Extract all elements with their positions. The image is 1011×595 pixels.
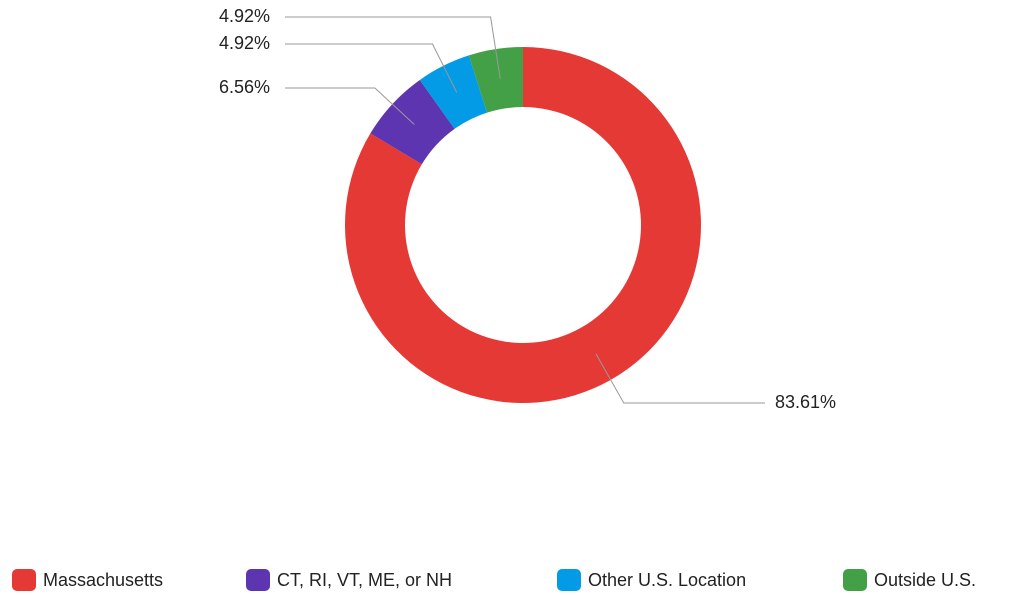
- legend-label: Other U.S. Location: [588, 570, 746, 590]
- legend-label: Massachusetts: [43, 570, 163, 590]
- leader-line: [285, 87, 415, 125]
- legend-swatch: [843, 569, 867, 591]
- data-label: 6.56%: [219, 77, 270, 97]
- legend-label: Outside U.S.: [874, 570, 976, 590]
- leader-line: [595, 353, 765, 404]
- data-label: 4.92%: [219, 6, 270, 26]
- donut-slice: [419, 55, 488, 129]
- donut-slice: [468, 47, 523, 113]
- data-label: 83.61%: [775, 392, 836, 412]
- data-label: 4.92%: [219, 33, 270, 53]
- legend-label: CT, RI, VT, ME, or NH: [277, 570, 452, 590]
- donut-slice: [345, 47, 701, 403]
- legend-swatch: [12, 569, 36, 591]
- leader-line: [285, 16, 501, 79]
- leader-line: [285, 43, 458, 93]
- legend-swatch: [246, 569, 270, 591]
- legend-swatch: [557, 569, 581, 591]
